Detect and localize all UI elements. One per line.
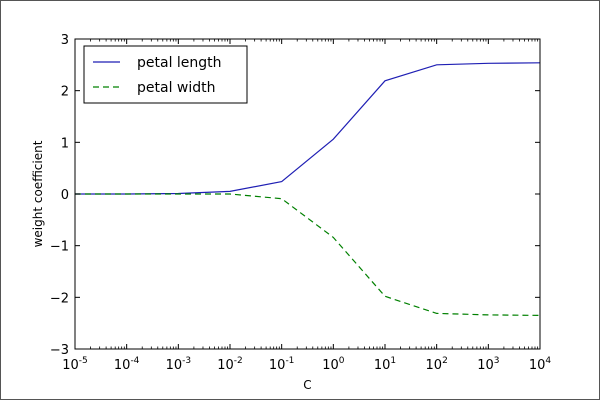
- x-tick-label: 102: [426, 356, 448, 373]
- y-tick-label: −3: [50, 343, 69, 358]
- y-tick-label: −2: [50, 291, 69, 306]
- x-tick-label: 10-5: [62, 356, 88, 373]
- x-tick-label: 10-4: [114, 356, 140, 373]
- x-axis-label: C: [303, 378, 311, 392]
- plot-frame: [74, 38, 541, 350]
- y-axis-label: weight coefficient: [31, 140, 45, 247]
- y-tick-label: 3: [61, 33, 69, 48]
- x-tick-label: 100: [322, 356, 345, 373]
- x-tick-label: 10-3: [166, 356, 192, 373]
- y-tick-label: 2: [61, 85, 69, 100]
- series-line-petal-length: [75, 62, 541, 195]
- y-tick-label: −1: [50, 240, 69, 255]
- x-tick-label: 10-2: [217, 356, 243, 373]
- x-tick-label: 103: [477, 356, 499, 373]
- x-tick-label: 104: [529, 356, 552, 373]
- legend: petal length petal width: [83, 45, 248, 104]
- y-tick-label: 0: [61, 188, 69, 203]
- legend-label-petal-length: petal length: [137, 55, 222, 71]
- series-layer: [75, 62, 541, 316]
- legend-box: [83, 45, 248, 104]
- x-tick-label: 101: [374, 356, 396, 373]
- legend-label-petal-width: petal width: [137, 80, 216, 96]
- x-tick-label: 10-1: [269, 356, 295, 373]
- series-line-petal-width: [75, 193, 541, 316]
- y-tick-label: 1: [61, 136, 69, 151]
